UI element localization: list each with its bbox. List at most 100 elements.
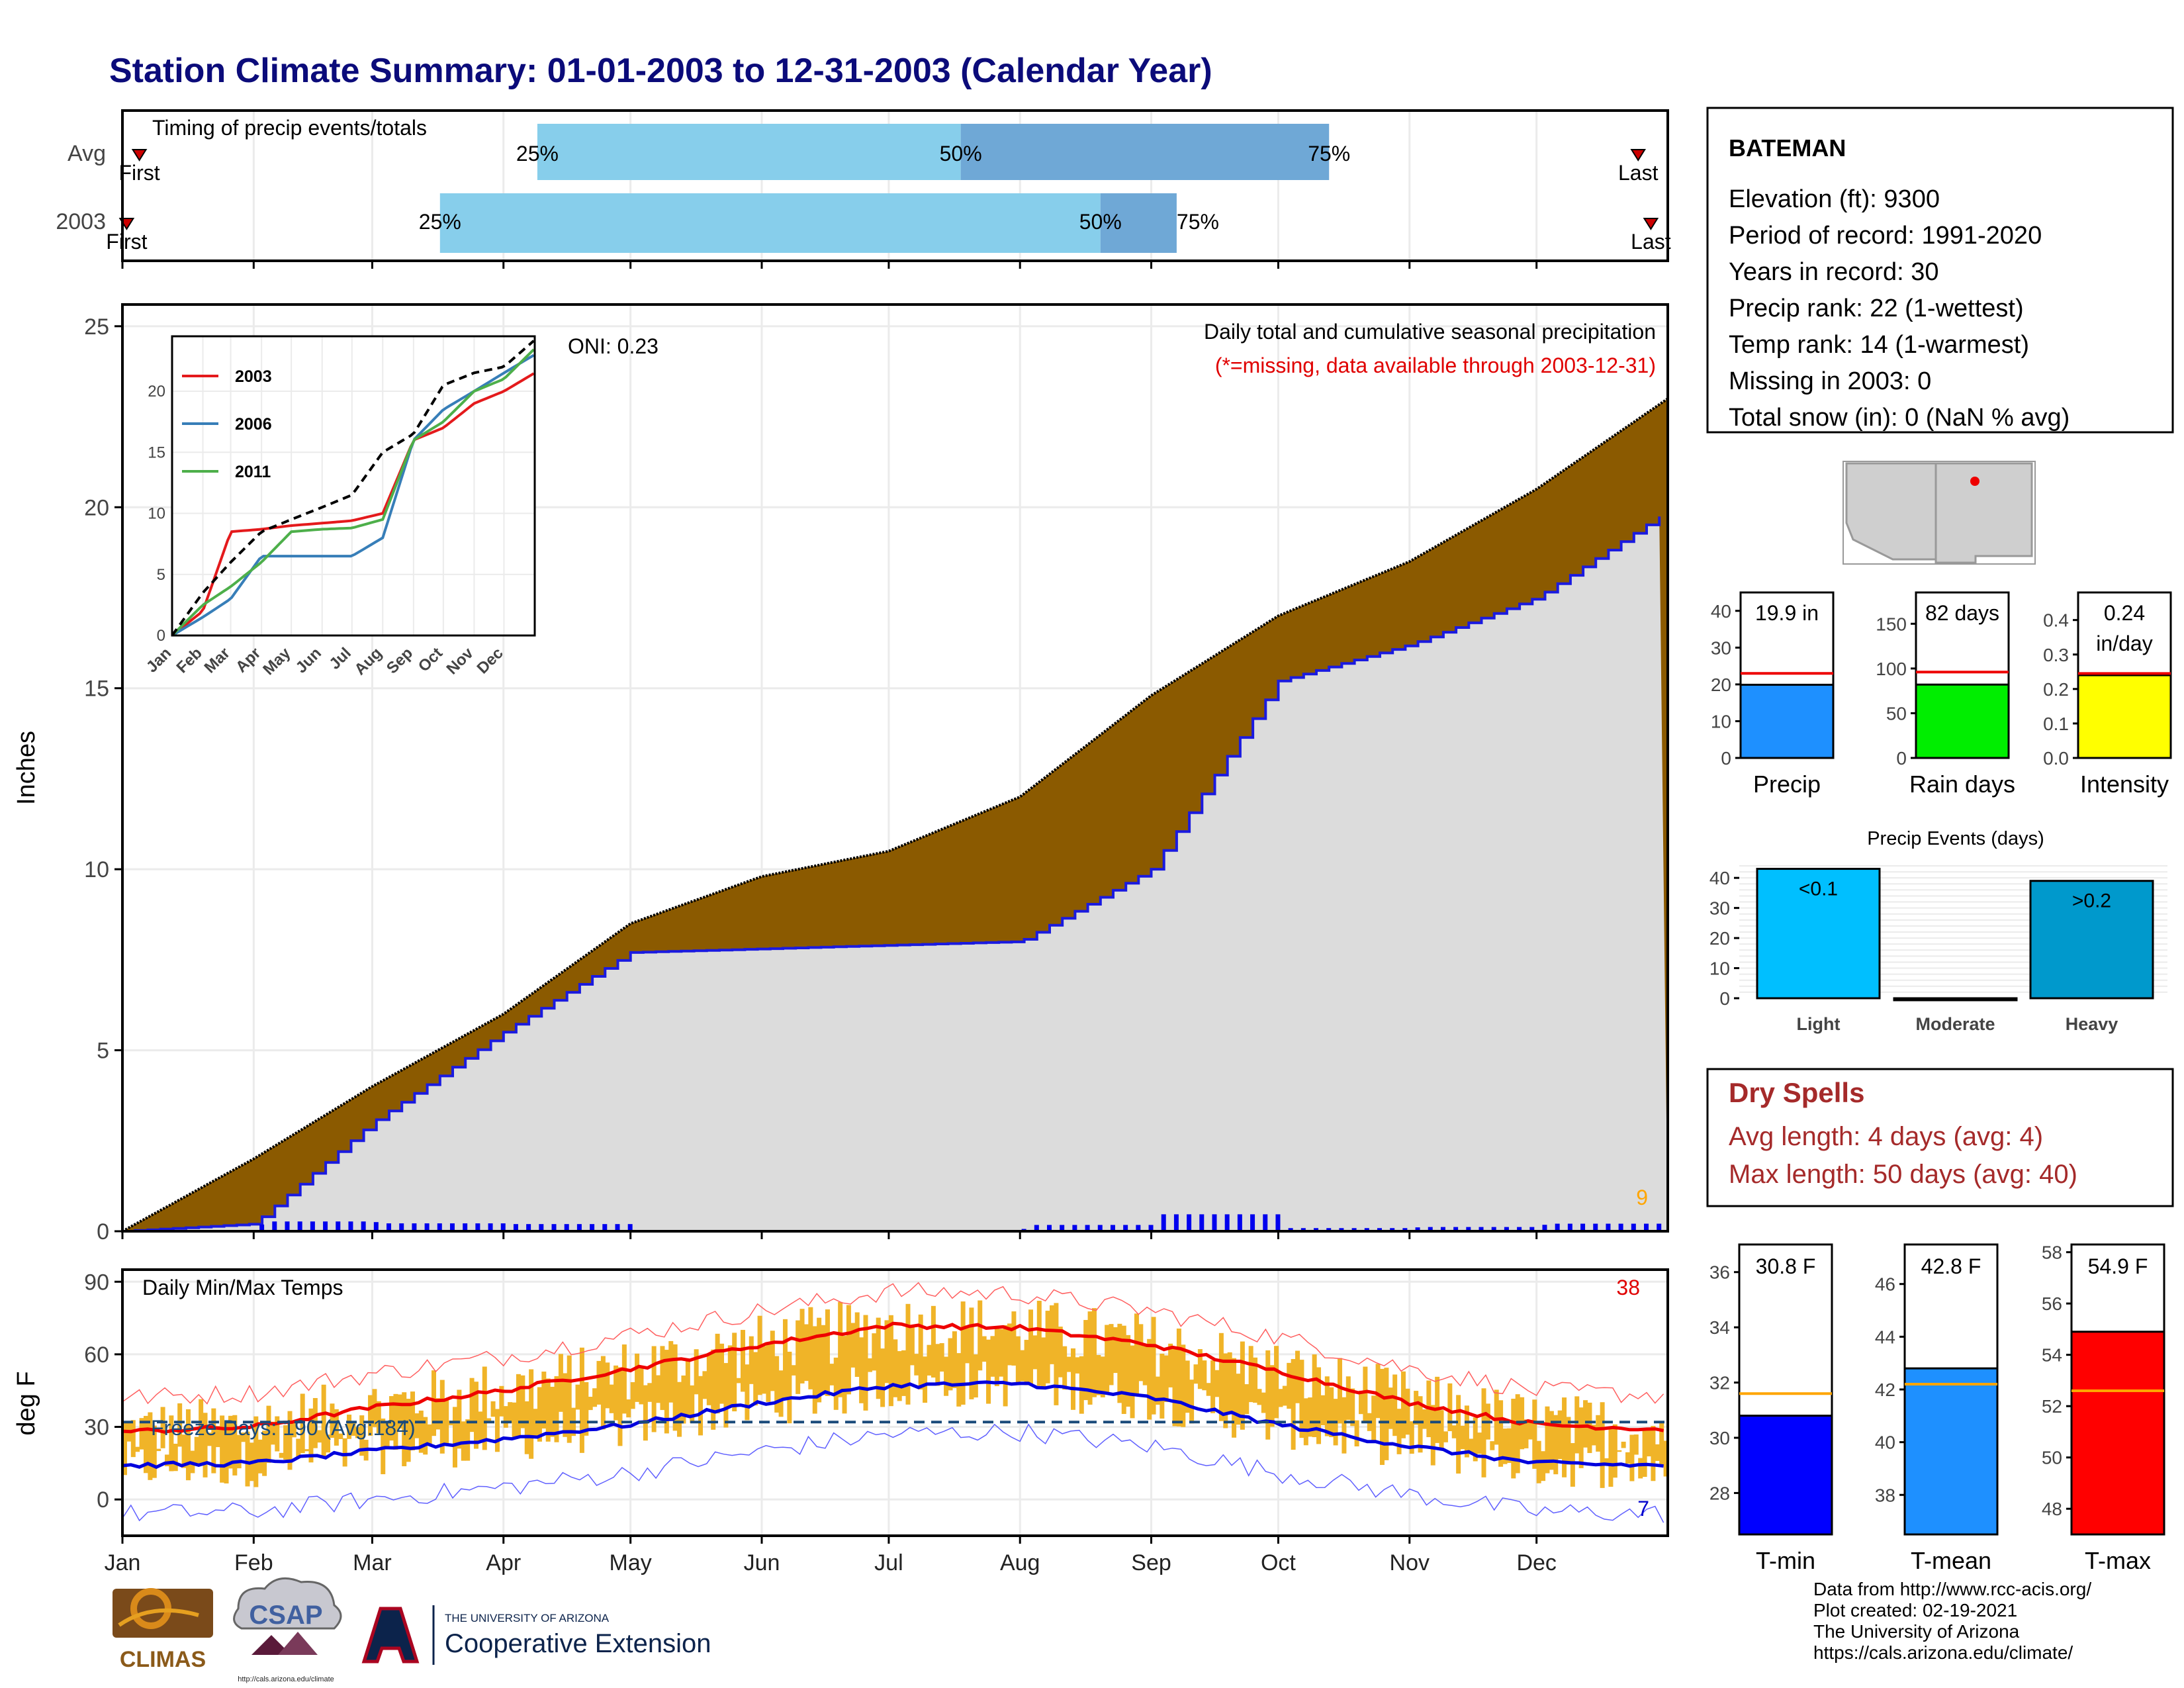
daily-temp-bar: [177, 1403, 183, 1447]
daily-temp-bar: [1227, 1352, 1232, 1415]
temp-ytick-label: 60: [84, 1342, 109, 1368]
daily-temp-bar: [1185, 1360, 1190, 1413]
daily-temp-bar: [567, 1355, 572, 1443]
daily-temp-bar: [973, 1354, 978, 1398]
daily-temp-bar: [817, 1317, 822, 1403]
daily-temp-bar: [541, 1372, 547, 1429]
summary-ytick-label: 100: [1876, 659, 1907, 679]
daily-precip-bar: [1479, 1227, 1484, 1231]
precip-ytick-label: 15: [84, 677, 109, 702]
temp-summary-ytick-label: 34: [1709, 1317, 1730, 1338]
daily-temp-bar: [846, 1305, 851, 1395]
avg-cumulative-line: [122, 397, 1669, 1233]
daily-precip-bar: [475, 1223, 480, 1231]
summary-bar-label: Intensity: [2080, 771, 2169, 798]
daily-temp-bar: [672, 1344, 678, 1431]
daily-temp-bar: [1443, 1431, 1448, 1442]
daily-temp-bar: [825, 1309, 830, 1396]
daily-precip-bar: [463, 1223, 468, 1231]
daily-temp-bar: [787, 1351, 792, 1424]
events-ytick-label: 20: [1709, 928, 1730, 949]
daily-precip-bar: [513, 1224, 518, 1231]
events-ytick-label: 0: [1719, 988, 1730, 1009]
daily-temp-bar: [1240, 1341, 1245, 1430]
summary-bar: [2077, 674, 2172, 759]
first-event-label: First: [118, 161, 159, 185]
temp-summary-value-label: 42.8 F: [1921, 1254, 1981, 1278]
observed-cumulative-line: [122, 516, 1661, 1233]
daily-precip-bar: [437, 1223, 442, 1231]
inset-legend-label: 2011: [235, 463, 271, 481]
daily-temp-bar: [584, 1382, 589, 1436]
daily-precip-bar: [449, 1223, 455, 1231]
daily-temp-bar: [575, 1384, 580, 1410]
daily-temp-bar: [1223, 1353, 1228, 1429]
summary-ytick-label: 0: [1721, 748, 1731, 769]
daily-temp-bar: [516, 1374, 521, 1436]
daily-temp-bar: [1163, 1355, 1169, 1402]
daily-temp-bar: [554, 1376, 559, 1442]
daily-temp-bar: [1096, 1354, 1101, 1395]
daily-temp-bar: [215, 1426, 220, 1448]
summary-ytick-label: 30: [1711, 637, 1731, 658]
oni-label: ONI: 0.23: [568, 334, 659, 358]
temp-summary-ytick-label: 52: [2042, 1396, 2062, 1417]
daily-temp-bar: [1617, 1450, 1622, 1452]
daily-precip-bar: [1644, 1223, 1649, 1231]
daily-temp-bar: [1282, 1385, 1287, 1406]
temp-summary-ytick-label: 28: [1709, 1483, 1730, 1503]
daily-precip-bar: [1402, 1228, 1408, 1231]
daily-precip-bar: [336, 1221, 341, 1231]
daily-temp-bar: [1261, 1392, 1266, 1413]
daily-temp-bar: [173, 1443, 178, 1472]
daily-precip-bar: [551, 1224, 557, 1231]
daily-temp-bar: [245, 1431, 250, 1487]
daily-precip-bar: [387, 1223, 392, 1231]
daily-temp-bar: [1189, 1380, 1195, 1424]
daily-temp-bar: [1100, 1356, 1105, 1397]
daily-temp-bar: [694, 1349, 699, 1395]
daily-temp-bar: [1324, 1376, 1330, 1436]
daily-temp-bar: [473, 1382, 478, 1449]
daily-temp-bar: [778, 1370, 784, 1417]
daily-temp-bar: [1303, 1398, 1308, 1446]
daily-temp-bar: [621, 1344, 627, 1414]
daily-temp-bar: [1506, 1428, 1512, 1463]
daily-temp-bar: [224, 1422, 229, 1484]
temp-summary-ytick-label: 42: [1875, 1380, 1895, 1400]
daily-temp-bar: [376, 1401, 381, 1434]
daily-precip-bar: [1288, 1228, 1293, 1231]
footer-line-url: https://cals.arizona.edu/climate/: [1813, 1642, 2073, 1663]
event-bar-label: >0.2: [2072, 890, 2111, 912]
inset-ytick-label: 5: [157, 566, 165, 584]
daily-temp-bar: [1388, 1387, 1393, 1429]
daily-temp-bar: [1218, 1333, 1224, 1421]
precip-events-title: Precip Events (days): [1867, 828, 2044, 849]
event-bar: [1756, 868, 1881, 1000]
precip-ytick-label: 10: [84, 857, 109, 882]
event-bar: [2029, 880, 2154, 1000]
daily-temp-bar: [410, 1391, 416, 1450]
dry-spells-title: Dry Spells: [1729, 1077, 1864, 1108]
daily-temp-bar: [677, 1382, 682, 1437]
temp-ytick-label: 90: [84, 1270, 109, 1295]
daily-temp-bar: [1087, 1311, 1093, 1405]
climas-logo-text: CLIMAS: [120, 1647, 206, 1672]
daily-temp-bar: [960, 1301, 966, 1405]
daily-temp-bar: [296, 1438, 301, 1458]
month-tick-label: Jan: [105, 1550, 141, 1575]
daily-temp-bar: [537, 1387, 542, 1442]
daily-temp-bar: [1032, 1335, 1038, 1370]
daily-temp-bar: [893, 1339, 898, 1397]
timing-q50-q75-bar: [960, 124, 1330, 180]
daily-temp-bar: [880, 1348, 886, 1407]
daily-temp-bar: [927, 1344, 932, 1376]
daily-precip-bar: [500, 1223, 506, 1231]
daily-precip-bar: [412, 1223, 417, 1231]
daily-temp-bar: [1596, 1415, 1601, 1452]
temp-summary-bars: 28 30 32 34 36 30.8 F T-min 38 40 42 44 46 42.8 F T-m…: [1709, 1243, 2165, 1574]
daily-temp-bar: [863, 1315, 868, 1411]
temperature-panel: 0 30 60 90 deg F Daily Min/Max Temps Freeze…: [13, 1268, 1669, 1537]
dry-spells-box: Dry Spells Avg length: 4 days (avg: 4) M…: [1706, 1068, 2174, 1207]
temp-count-top: 38: [1616, 1276, 1640, 1299]
